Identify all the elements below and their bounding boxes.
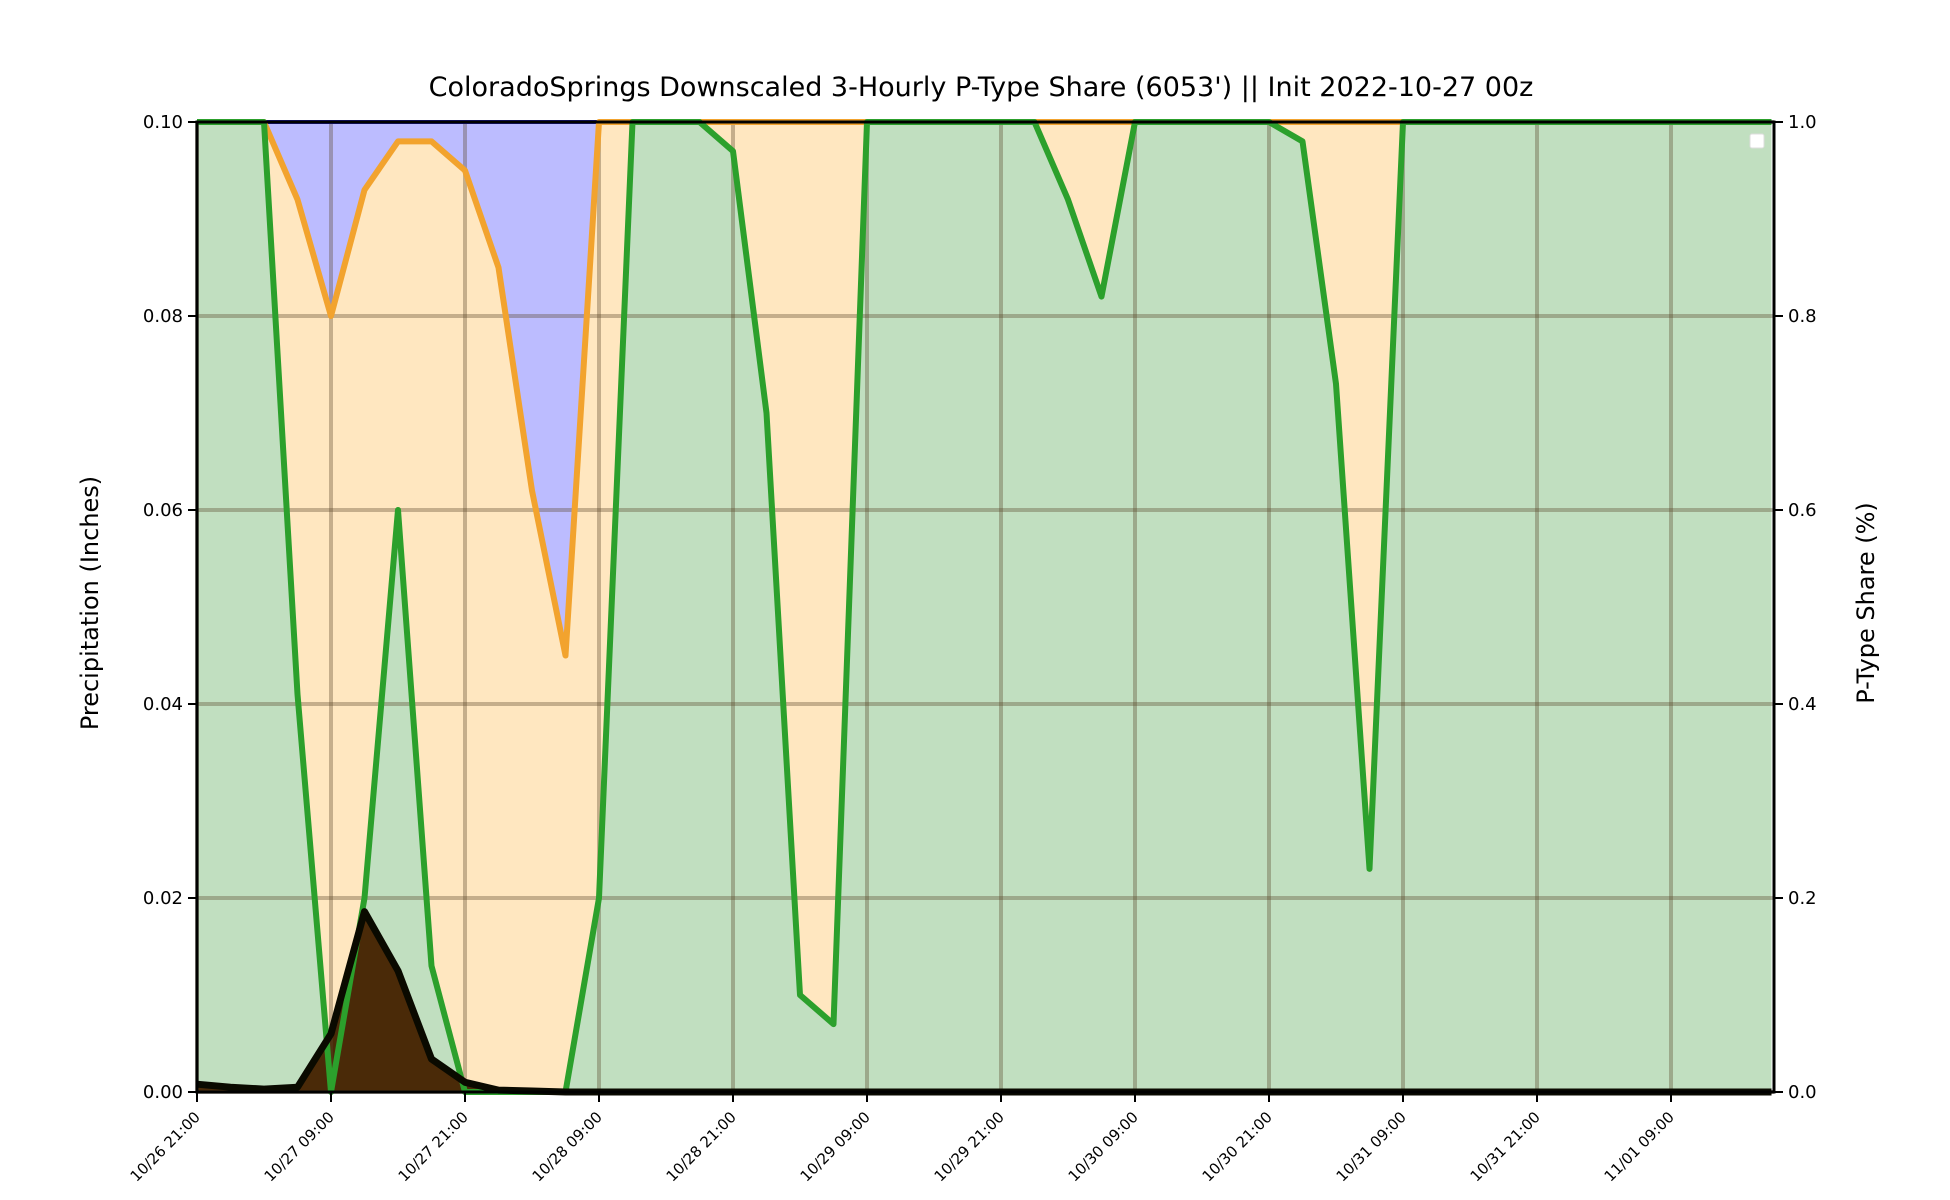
x-tick-label: 10/31 21:00 [1467,1108,1544,1185]
precip-area [197,911,1772,1092]
y-tick-label: 0.02 [143,888,183,909]
x-tick-label: 10/29 09:00 [797,1108,874,1185]
legend-box [1749,133,1765,149]
x-tick-label: 10/27 21:00 [395,1108,472,1185]
right-axis-ticks: 0.0 0.2 0.4 0.6 0.8 1.0 [1774,112,1817,1103]
y2-tick-label: 1.0 [1788,112,1817,133]
x-axis-ticks: 10/26 21:00 10/27 09:00 10/27 21:00 10/28 0… [127,1092,1678,1185]
y-axis-label: Precipitation (Inches) [76,476,104,730]
x-tick-label: 10/26 21:00 [127,1108,204,1185]
x-tick-label: 10/29 21:00 [931,1108,1008,1185]
y-tick-label: 0.06 [143,500,183,521]
x-tick-label: 10/28 09:00 [529,1108,606,1185]
plot-frame [195,120,1776,1094]
left-axis-ticks: 0.00 0.02 0.04 0.06 0.08 0.10 [143,112,197,1103]
rain-area [197,122,1772,1092]
y2-tick-label: 0.6 [1788,500,1817,521]
series-fills [197,122,1772,1092]
y-tick-label: 0.00 [143,1082,183,1103]
y-tick-label: 0.10 [143,112,183,133]
y-tick-label: 0.04 [143,694,183,715]
x-tick-label: 10/30 09:00 [1065,1108,1142,1185]
y2-tick-label: 0.0 [1788,1082,1817,1103]
x-tick-label: 10/30 21:00 [1199,1108,1276,1185]
y-tick-label: 0.08 [143,306,183,327]
y2-tick-label: 0.8 [1788,306,1817,327]
x-tick-label: 11/01 09:00 [1601,1108,1678,1185]
x-tick-label: 10/27 09:00 [261,1108,338,1185]
x-tick-label: 10/31 09:00 [1333,1108,1410,1185]
x-tick-label: 10/28 21:00 [663,1108,740,1185]
y2-tick-label: 0.2 [1788,888,1817,909]
y2-tick-label: 0.4 [1788,694,1817,715]
y2-axis-label: P-Type Share (%) [1852,502,1880,704]
chart-title: ColoradoSprings Downscaled 3-Hourly P-Ty… [429,72,1534,103]
